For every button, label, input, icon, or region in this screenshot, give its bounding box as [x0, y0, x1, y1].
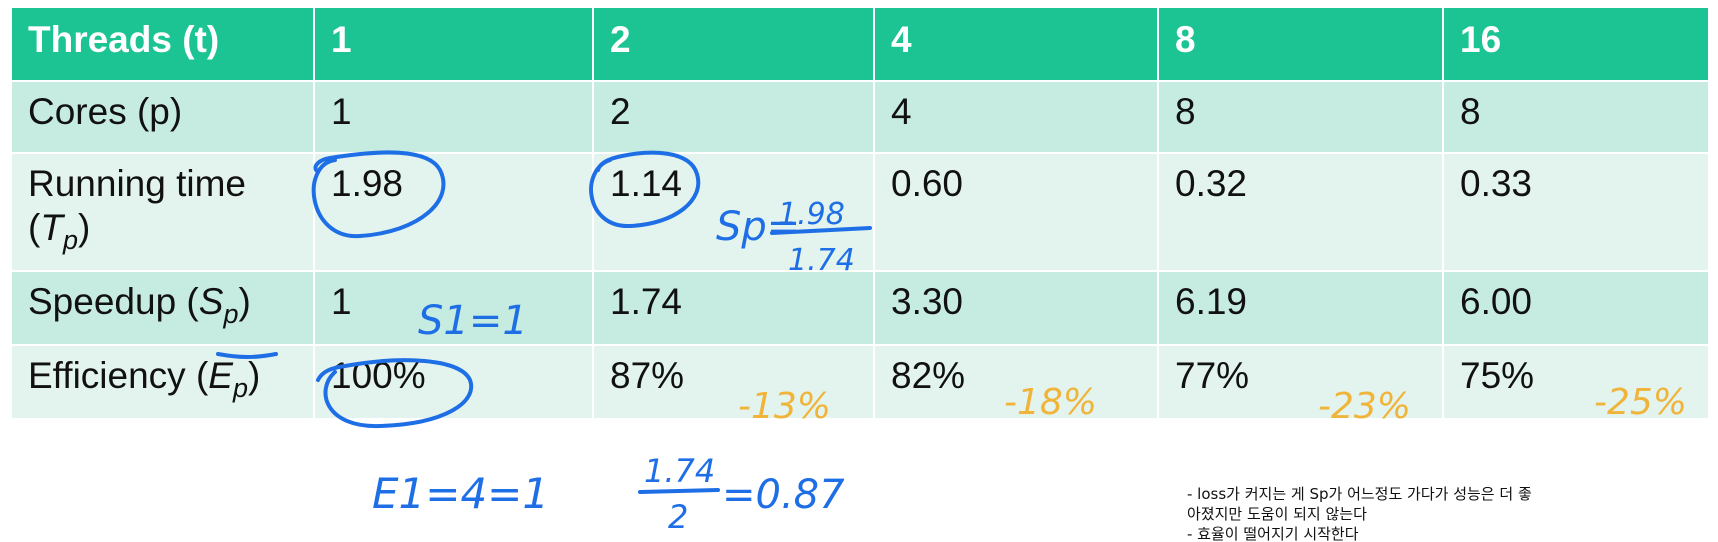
header-thread-count: 1: [313, 6, 594, 82]
table-row-running-time: Running time (Tp) 1.98 1.14 0.60 0.32 0.3…: [10, 152, 1710, 272]
row-label-running-time: Running time (Tp): [10, 152, 315, 272]
efficiency-cell: 77%: [1157, 344, 1444, 420]
side-notes: - loss가 커지는 게 Sp가 어느정도 가다가 성능은 더 좋 아졌지만 …: [1187, 484, 1707, 542]
speedup-subscript: p: [223, 299, 239, 329]
header-row: Threads (t) 1 2 4 8 16: [10, 6, 1710, 82]
header-thread-count: 8: [1157, 6, 1444, 82]
cores-cell: 8: [1157, 80, 1444, 154]
header-thread-count: 4: [873, 6, 1159, 82]
row-label-efficiency: Efficiency (Ep): [10, 344, 315, 420]
speedup-cell: 1.74: [592, 270, 875, 346]
speedup-label-text: Speedup: [28, 281, 177, 322]
calc-numerator: 1.74: [644, 452, 715, 490]
cores-cell: 8: [1442, 80, 1710, 154]
speedup-symbol: S: [198, 281, 224, 322]
speedup-cell: 6.00: [1442, 270, 1710, 346]
running-time-cell: 0.33: [1442, 152, 1710, 272]
table-row-speedup: Speedup (Sp) 1 1.74 3.30 6.19 6.00: [10, 270, 1710, 346]
efficiency-cell: 82%: [873, 344, 1159, 420]
speedup-cell: 1: [313, 270, 594, 346]
cores-cell: 4: [873, 80, 1159, 154]
note-line: - 효율이 떨어지기 시작한다: [1187, 525, 1359, 542]
cores-cell: 2: [592, 80, 875, 154]
note-line: 아졌지만 도움이 되지 않는다: [1187, 505, 1367, 523]
efficiency-cell: 87%: [592, 344, 875, 420]
efficiency-label-text: Efficiency: [28, 355, 186, 396]
table-row-efficiency: Efficiency (Ep) 100% 87% 82% 77% 75%: [10, 344, 1710, 420]
row-label-speedup: Speedup (Sp): [10, 270, 315, 346]
running-time-cell: 0.32: [1157, 152, 1444, 272]
efficiency-cell: 100%: [313, 344, 594, 420]
running-time-symbol: T: [40, 207, 63, 248]
efficiency-subscript: p: [232, 373, 248, 403]
fraction-bar-calc: [638, 488, 720, 494]
korean-handwritten-word: E1=4=1: [372, 469, 549, 518]
header-thread-count: 16: [1442, 6, 1710, 82]
note-line: - loss가 커지는 게 Sp가 어느정도 가다가 성능은 더 좋: [1187, 485, 1532, 503]
running-time-label-text: Running time: [28, 163, 247, 204]
cores-cell: 1: [313, 80, 594, 154]
performance-table: Threads (t) 1 2 4 8 16 Cores (p) 1 2 4 8…: [10, 6, 1710, 420]
running-time-subscript: p: [62, 225, 78, 255]
running-time-cell: 1.98: [313, 152, 594, 272]
running-time-cell: 1.14: [592, 152, 875, 272]
efficiency-cell: 75%: [1442, 344, 1710, 420]
efficiency-symbol: E: [208, 355, 233, 396]
table-row-cores: Cores (p) 1 2 4 8 8: [10, 80, 1710, 154]
speedup-cell: 6.19: [1157, 270, 1444, 346]
calc-result: =0.87: [722, 472, 845, 518]
header-label-threads: Threads (t): [10, 6, 315, 82]
calc-denominator: 2: [668, 498, 688, 536]
row-label-cores: Cores (p): [10, 80, 315, 154]
header-thread-count: 2: [592, 6, 875, 82]
performance-table-container: Threads (t) 1 2 4 8 16 Cores (p) 1 2 4 8…: [10, 6, 1710, 420]
speedup-cell: 3.30: [873, 270, 1159, 346]
running-time-cell: 0.60: [873, 152, 1159, 272]
